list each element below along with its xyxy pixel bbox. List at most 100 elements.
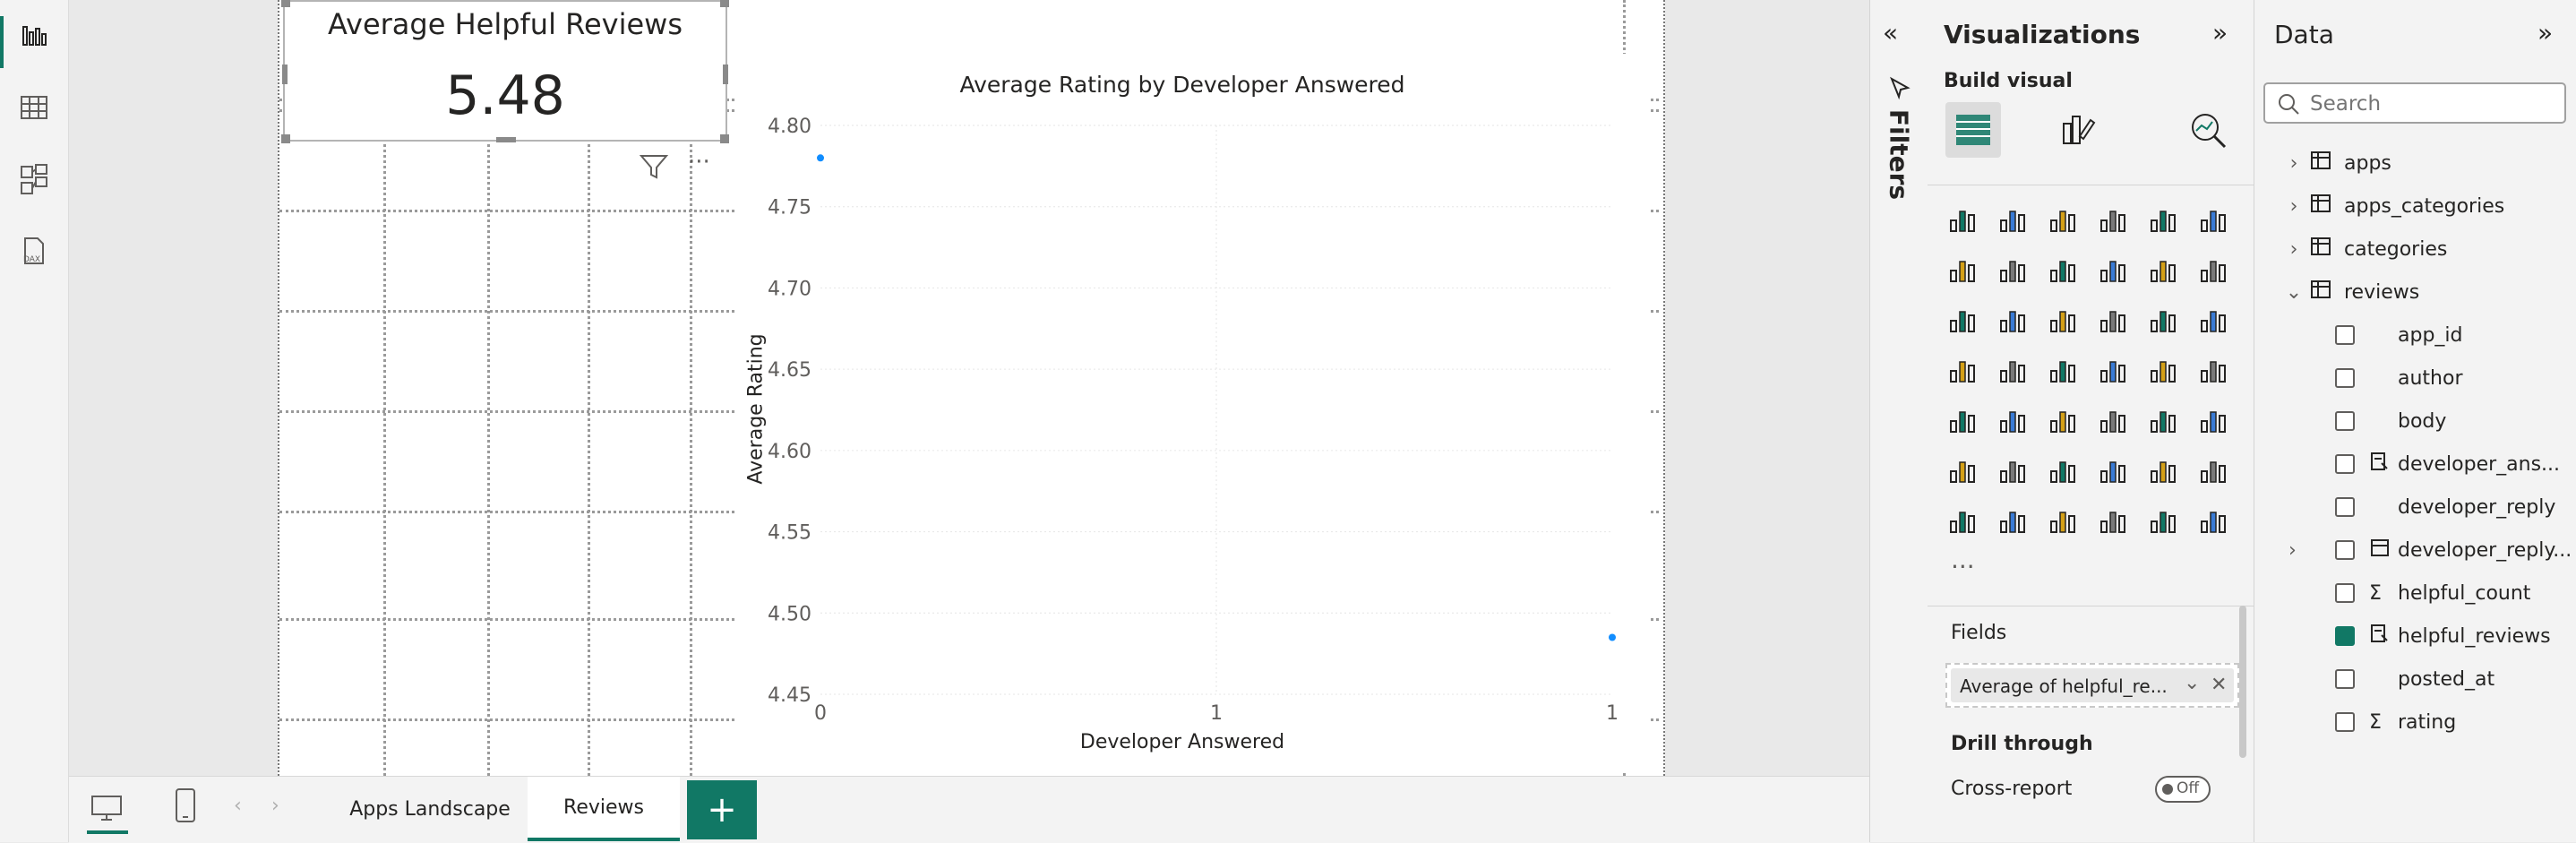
cross-report-toggle[interactable]: Off [2155, 776, 2211, 803]
analytics-icon[interactable] [2184, 106, 2232, 154]
text-slicer-visual-icon[interactable] [2094, 500, 2134, 539]
field-checkbox[interactable] [2335, 626, 2355, 646]
filters-pane[interactable]: « Filters [1869, 0, 1928, 842]
field-checkbox[interactable] [2335, 497, 2355, 517]
card-visual[interactable]: Average Helpful Reviews 5.48 [281, 0, 729, 143]
gauge-visual-icon[interactable] [2144, 349, 2184, 389]
mobile-layout-icon[interactable] [169, 786, 202, 825]
build-visual-tab[interactable] [1945, 102, 2001, 158]
scatter-point[interactable] [817, 154, 824, 162]
field-item[interactable]: posted_at [2254, 659, 2576, 699]
chevron-right-icon[interactable]: › [2289, 194, 2298, 218]
page-tab-reviews[interactable]: Reviews [528, 777, 680, 841]
model-view-icon[interactable] [16, 161, 52, 197]
power-apps-visual-icon[interactable] [1994, 500, 2033, 539]
line-clustered-column-visual-icon[interactable] [2194, 249, 2234, 288]
add-page-button[interactable]: + [687, 780, 757, 839]
remove-field-icon[interactable]: ✕ [2211, 674, 2228, 696]
matrix-visual-icon[interactable] [2144, 400, 2184, 439]
chevron-right-icon[interactable]: › [2289, 151, 2298, 175]
more-visuals-icon[interactable]: ··· [1951, 552, 1975, 581]
scatter-chart[interactable]: Average Rating by Developer Answered 4.8… [734, 54, 1648, 770]
decomposition-tree-visual-icon[interactable] [2044, 450, 2083, 489]
report-view-icon[interactable] [16, 18, 52, 54]
filter-icon[interactable] [638, 151, 670, 183]
field-checkbox[interactable] [2335, 712, 2355, 732]
field-item[interactable]: helpful_reviews [2254, 616, 2576, 656]
key-influencers-visual-icon[interactable] [1994, 450, 2033, 489]
r-visual-visual-icon[interactable] [2194, 400, 2234, 439]
pie-visual-icon[interactable] [2144, 299, 2184, 339]
prev-page-icon[interactable]: ‹ [234, 795, 242, 817]
field-checkbox[interactable] [2335, 411, 2355, 431]
field-item[interactable]: body [2254, 401, 2576, 441]
next-page-icon[interactable]: › [271, 795, 279, 817]
donut-visual-icon[interactable] [2194, 299, 2234, 339]
table-visual-icon[interactable] [2094, 400, 2134, 439]
table-apps_categories[interactable]: › apps_categories [2254, 186, 2504, 226]
page-tab-apps-landscape[interactable]: Apps Landscape [349, 797, 511, 821]
field-checkbox[interactable] [2335, 540, 2355, 560]
chevron-visual-icon[interactable] [2194, 500, 2234, 539]
metrics-visual-icon[interactable] [2194, 450, 2234, 489]
field-checkbox[interactable] [2335, 454, 2355, 474]
stacked-bar-visual-icon[interactable] [1944, 199, 1983, 238]
stacked-area-visual-icon[interactable] [2044, 249, 2083, 288]
waterfall-visual-icon[interactable] [1994, 299, 2033, 339]
clustered-bar-visual-icon[interactable] [2044, 199, 2083, 238]
filled-map-visual-icon[interactable] [2044, 349, 2083, 389]
desktop-layout-icon[interactable] [87, 787, 126, 827]
scatter-visual-icon[interactable] [2094, 299, 2134, 339]
power-automate-visual-icon[interactable] [2044, 500, 2083, 539]
chevron-right-icon[interactable]: › [2288, 538, 2297, 562]
dax-query-view-icon[interactable]: DAX [16, 233, 52, 269]
field-item[interactable]: app_id [2254, 315, 2576, 355]
funnel-visual-icon[interactable] [2044, 299, 2083, 339]
format-visual-icon[interactable] [2053, 106, 2101, 154]
treemap-visual-icon[interactable] [1944, 349, 1983, 389]
stacked-column-visual-icon[interactable] [1994, 199, 2033, 238]
field-item[interactable]: developer_ans... [2254, 444, 2576, 484]
narrative-visual-icon[interactable] [2144, 450, 2184, 489]
field-item[interactable]: › developer_reply... [2254, 530, 2576, 570]
diamond-visual-icon[interactable] [2144, 500, 2184, 539]
area-visual-icon[interactable] [1994, 249, 2033, 288]
collapse-data-icon[interactable]: » [2537, 18, 2554, 47]
table-categories[interactable]: › categories [2254, 229, 2447, 269]
field-checkbox[interactable] [2335, 325, 2355, 345]
field-well[interactable]: Average of helpful_re... ⌄ ✕ [1945, 663, 2239, 708]
field-item[interactable]: author [2254, 358, 2576, 398]
paginated-visual-icon[interactable] [1944, 500, 1983, 539]
chevron-down-icon[interactable]: ⌄ [2285, 280, 2303, 304]
search-box[interactable] [2263, 82, 2566, 124]
slicer-visual-icon[interactable] [2044, 400, 2083, 439]
table-view-icon[interactable] [16, 90, 52, 125]
python-visual-visual-icon[interactable] [1944, 450, 1983, 489]
100-column-visual-icon[interactable] [2194, 199, 2234, 238]
field-checkbox[interactable] [2335, 669, 2355, 689]
field-checkbox[interactable] [2335, 583, 2355, 603]
table-apps[interactable]: › apps [2254, 143, 2391, 183]
clustered-column-visual-icon[interactable] [2094, 199, 2134, 238]
map-visual-icon[interactable] [1994, 349, 2033, 389]
field-dropdown-icon[interactable]: ⌄ [2184, 672, 2201, 694]
collapse-visualizations-icon[interactable]: » [2212, 18, 2228, 47]
line-column-visual-icon[interactable] [2144, 249, 2184, 288]
scatter-point[interactable] [1609, 633, 1616, 641]
azure-map-visual-icon[interactable] [2094, 349, 2134, 389]
pane-scrollbar[interactable] [2239, 606, 2246, 758]
100-area-visual-icon[interactable] [2094, 249, 2134, 288]
card-visual-icon[interactable] [2194, 349, 2234, 389]
chevron-right-icon[interactable]: › [2289, 237, 2298, 261]
100-bar-visual-icon[interactable] [2144, 199, 2184, 238]
more-options-icon[interactable]: ··· [688, 149, 710, 176]
field-item[interactable]: developer_reply [2254, 487, 2576, 527]
qna-visual-icon[interactable] [2094, 450, 2134, 489]
kpi-visual-icon[interactable] [1994, 400, 2033, 439]
multi-row-card-visual-icon[interactable] [1944, 400, 1983, 439]
search-input[interactable] [2308, 90, 2554, 118]
collapse-filters-icon[interactable]: « [1883, 18, 1899, 47]
table-reviews[interactable]: ⌄ reviews [2254, 272, 2419, 312]
